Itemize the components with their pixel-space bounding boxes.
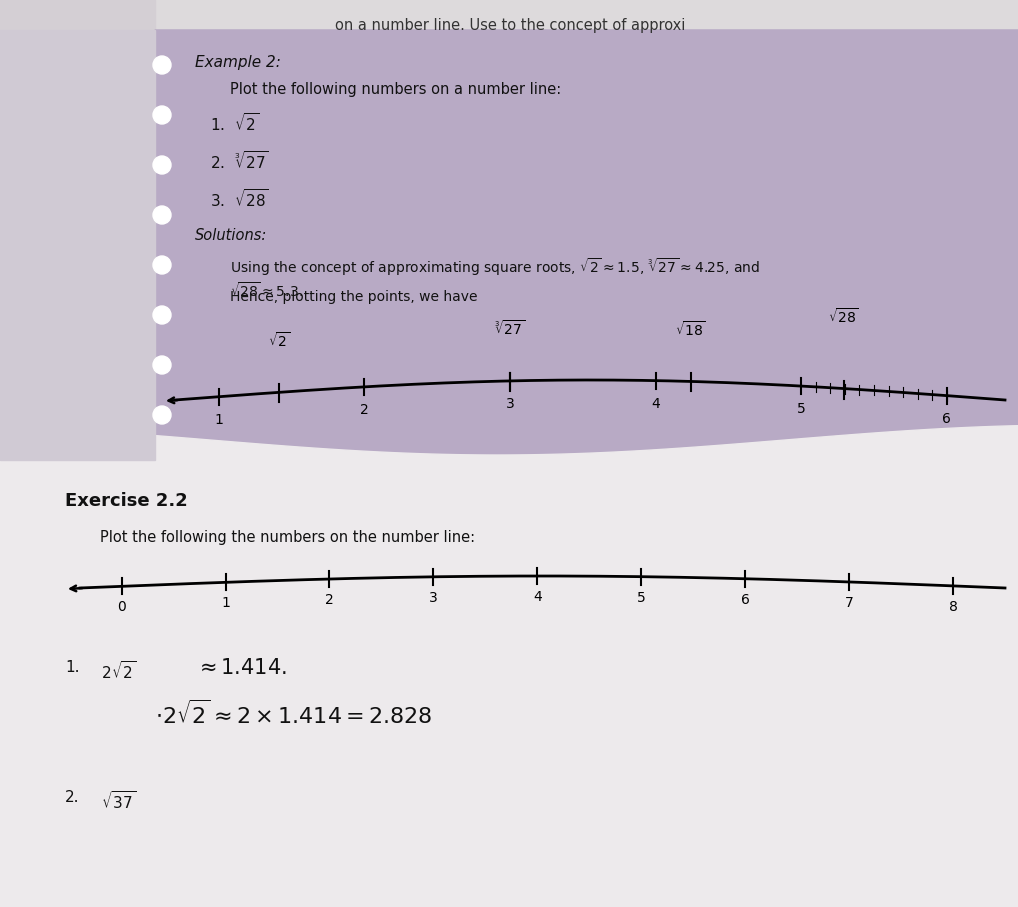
Polygon shape: [0, 460, 155, 907]
Circle shape: [153, 256, 171, 274]
Text: 4: 4: [533, 590, 542, 604]
Circle shape: [153, 206, 171, 224]
Text: 6: 6: [741, 593, 749, 607]
Text: 2: 2: [360, 403, 369, 417]
Text: 4: 4: [652, 396, 660, 411]
Text: 3: 3: [506, 397, 514, 411]
Text: $\sqrt[3]{27}$: $\sqrt[3]{27}$: [494, 319, 525, 338]
Text: 1: 1: [221, 596, 230, 610]
Text: $\approx 1.414.$: $\approx 1.414.$: [195, 658, 287, 678]
Text: 6: 6: [943, 412, 951, 425]
Circle shape: [153, 406, 171, 424]
Text: 2: 2: [325, 593, 334, 607]
Text: 3.  $\sqrt{28}$: 3. $\sqrt{28}$: [210, 188, 269, 210]
Text: 2.: 2.: [65, 790, 79, 805]
Text: Plot the following the numbers on the number line:: Plot the following the numbers on the nu…: [100, 530, 475, 545]
Text: $\sqrt{37}$: $\sqrt{37}$: [92, 790, 136, 812]
Text: 2.  $\sqrt[3]{27}$: 2. $\sqrt[3]{27}$: [210, 150, 269, 172]
Text: 1: 1: [214, 413, 223, 426]
Text: 0: 0: [117, 600, 126, 614]
Circle shape: [153, 306, 171, 324]
Circle shape: [153, 56, 171, 74]
Text: 3: 3: [429, 590, 438, 605]
Text: 1.  $\sqrt{2}$: 1. $\sqrt{2}$: [210, 112, 260, 134]
Text: $\sqrt{18}$: $\sqrt{18}$: [676, 320, 706, 339]
Polygon shape: [155, 30, 1018, 455]
Polygon shape: [155, 30, 1018, 460]
Text: $\sqrt{2}$: $\sqrt{2}$: [268, 331, 290, 350]
Text: Plot the following numbers on a number line:: Plot the following numbers on a number l…: [230, 82, 561, 97]
Text: Hence, plotting the points, we have: Hence, plotting the points, we have: [230, 290, 477, 304]
Text: Solutions:: Solutions:: [195, 228, 268, 243]
Text: $\cdot 2\sqrt{2}\approx2\times 1.414 = 2.828$: $\cdot 2\sqrt{2}\approx2\times 1.414 = 2…: [155, 700, 432, 728]
Polygon shape: [155, 425, 1018, 907]
Text: 1.: 1.: [65, 660, 79, 675]
Text: Example 2:: Example 2:: [195, 55, 281, 70]
Circle shape: [153, 356, 171, 374]
Text: 5: 5: [797, 402, 805, 416]
Circle shape: [153, 106, 171, 124]
Text: 5: 5: [637, 590, 645, 605]
Text: 8: 8: [949, 600, 958, 614]
Text: on a number line. Use to the concept of approxi: on a number line. Use to the concept of …: [335, 18, 685, 33]
Polygon shape: [0, 30, 155, 460]
Text: $2\sqrt{2}$: $2\sqrt{2}$: [92, 660, 136, 682]
Circle shape: [153, 156, 171, 174]
Text: Using the concept of approximating square roots, $\sqrt{2} \approx 1.5$, $\sqrt[: Using the concept of approximating squar…: [230, 256, 760, 300]
Text: 7: 7: [845, 596, 853, 610]
Text: Exercise 2.2: Exercise 2.2: [65, 492, 187, 510]
Text: $\sqrt{28}$: $\sqrt{28}$: [829, 307, 859, 327]
